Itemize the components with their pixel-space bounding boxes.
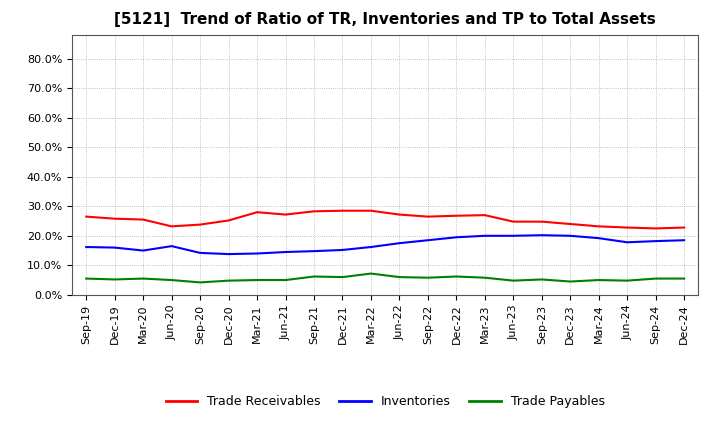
Trade Receivables [110,216,119,221]
Trade Payables [652,276,660,281]
Trade Payables [253,277,261,282]
Trade Payables [395,275,404,280]
Trade Receivables [423,214,432,219]
Trade Payables [225,278,233,283]
Trade Receivables [366,208,375,213]
Trade Payables [566,279,575,284]
Inventories [253,251,261,256]
Trade Payables [196,280,204,285]
Trade Receivables [338,208,347,213]
Trade Payables [310,274,318,279]
Trade Receivables [452,213,461,218]
Trade Receivables [139,217,148,222]
Legend: Trade Receivables, Inventories, Trade Payables: Trade Receivables, Inventories, Trade Pa… [161,390,610,413]
Trade Receivables [82,214,91,219]
Trade Receivables [395,212,404,217]
Inventories [509,233,518,238]
Inventories [196,250,204,256]
Line: Trade Payables: Trade Payables [86,274,684,282]
Trade Payables [139,276,148,281]
Inventories [366,244,375,249]
Inventories [537,233,546,238]
Trade Receivables [680,225,688,230]
Title: [5121]  Trend of Ratio of TR, Inventories and TP to Total Assets: [5121] Trend of Ratio of TR, Inventories… [114,12,656,27]
Trade Receivables [537,219,546,224]
Trade Payables [282,277,290,282]
Inventories [623,240,631,245]
Inventories [167,243,176,249]
Inventories [282,249,290,255]
Trade Receivables [566,221,575,227]
Inventories [680,238,688,243]
Trade Receivables [253,209,261,215]
Trade Receivables [595,224,603,229]
Inventories [566,233,575,238]
Trade Receivables [167,224,176,229]
Trade Payables [423,275,432,280]
Inventories [139,248,148,253]
Inventories [480,233,489,238]
Trade Payables [509,278,518,283]
Trade Payables [167,277,176,282]
Inventories [652,238,660,244]
Inventories [82,244,91,249]
Inventories [595,235,603,241]
Trade Receivables [282,212,290,217]
Inventories [110,245,119,250]
Trade Payables [452,274,461,279]
Trade Receivables [310,209,318,214]
Inventories [225,251,233,257]
Trade Payables [366,271,375,276]
Trade Payables [338,275,347,280]
Inventories [395,241,404,246]
Trade Payables [110,277,119,282]
Line: Inventories: Inventories [86,235,684,254]
Inventories [310,249,318,254]
Trade Receivables [652,226,660,231]
Trade Payables [82,276,91,281]
Trade Payables [595,277,603,282]
Inventories [452,235,461,240]
Trade Payables [480,275,489,280]
Trade Payables [680,276,688,281]
Inventories [423,238,432,243]
Trade Receivables [480,213,489,218]
Trade Receivables [509,219,518,224]
Inventories [338,247,347,253]
Line: Trade Receivables: Trade Receivables [86,211,684,228]
Trade Receivables [623,225,631,230]
Trade Receivables [196,222,204,227]
Trade Payables [623,278,631,283]
Trade Receivables [225,218,233,223]
Trade Payables [537,277,546,282]
